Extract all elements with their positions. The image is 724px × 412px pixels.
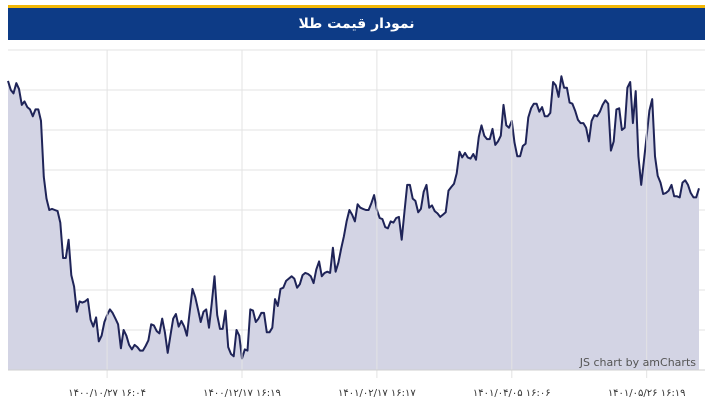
x-tick-label: ۱۴۰۱/۰۵/۲۶ ۱۶:۱۹: [608, 388, 686, 399]
header-accent-stripe: [8, 5, 705, 8]
x-tick-label: ۱۴۰۱/۰۴/۰۵ ۱۶:۰۶: [473, 388, 551, 399]
x-tick-label: ۱۴۰۰/۱۲/۱۷ ۱۶:۱۹: [203, 388, 281, 399]
amcharts-watermark: JS chart by amCharts: [579, 356, 696, 369]
chart-title: نمودار قیمت طلا: [8, 8, 705, 40]
price-area-fill: [8, 76, 699, 371]
x-tick-label: ۱۴۰۰/۱۰/۲۷ ۱۶:۰۴: [68, 388, 146, 399]
x-tick-label: ۱۴۰۱/۰۲/۱۷ ۱۶:۱۷: [338, 388, 416, 399]
price-line: [7, 75, 700, 360]
x-axis-ticks: ۱۴۰۰/۱۰/۲۷ ۱۶:۰۴ ۱۴۰۰/۱۲/۱۷ ۱۶:۱۹ ۱۴۰۱/۰۲/…: [68, 50, 686, 399]
